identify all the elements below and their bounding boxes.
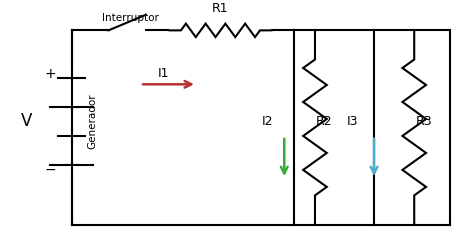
Text: −: − xyxy=(45,162,56,176)
Text: I1: I1 xyxy=(158,67,170,80)
Text: I2: I2 xyxy=(262,115,273,128)
Text: Generador: Generador xyxy=(88,94,98,149)
Text: +: + xyxy=(45,67,56,81)
Text: R3: R3 xyxy=(415,115,432,128)
Text: I3: I3 xyxy=(347,115,358,128)
Text: V: V xyxy=(21,113,32,130)
Text: R2: R2 xyxy=(316,115,333,128)
Text: R1: R1 xyxy=(212,2,229,15)
Text: Interruptor: Interruptor xyxy=(102,13,159,23)
